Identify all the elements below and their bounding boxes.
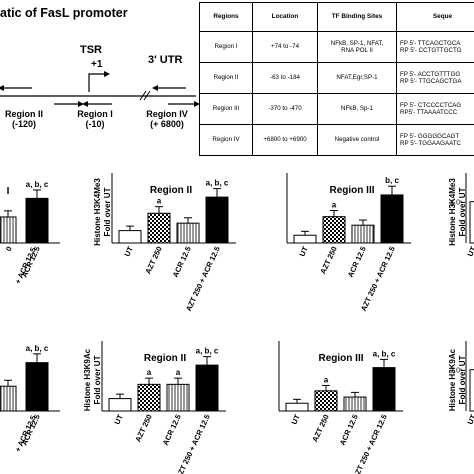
table-header: Seque — [396, 2, 474, 32]
primer-arrows — [4, 87, 194, 105]
tick-label: AZT 250 — [143, 245, 163, 275]
chart-bar — [285, 402, 309, 412]
table-cell: NFkB, SP-1, NFAT, RNA POL II — [317, 31, 397, 63]
chart-bar — [118, 230, 142, 244]
table-header: TF Binding Sites — [317, 2, 397, 32]
table-header-row: Regions Location TF Binding Sites Seque — [199, 2, 474, 32]
chart-title: Region III — [319, 353, 364, 364]
tsr-position: +1 — [91, 59, 103, 70]
table-row: Region IV +6800 to +6900 Negative contro… — [199, 124, 474, 156]
tick-label: ACR 12.5 — [161, 413, 183, 447]
chart-bar — [372, 367, 396, 412]
chart-title: Region III — [330, 185, 375, 196]
tick-label: ACR 12.5 — [346, 245, 368, 279]
chart-title: I — [7, 186, 10, 197]
axis-label: Fold over UT — [458, 355, 467, 404]
data-label: a — [176, 368, 181, 377]
chart-bar — [137, 383, 161, 412]
tick-label: 0 — [4, 245, 14, 253]
data-label: a — [157, 197, 162, 206]
chart-bar — [0, 216, 17, 244]
chart-bar — [205, 196, 229, 244]
tick-label: UT — [297, 245, 310, 258]
tick-label: AZT 250 — [133, 413, 153, 443]
chart-bar — [293, 234, 317, 244]
tsr-label: TSR — [80, 44, 102, 56]
tick-label: 1.0 — [450, 368, 460, 375]
table-cell: Region II — [199, 62, 253, 94]
tick-label: + ACR 12.5 — [13, 414, 38, 453]
table-cell: +6800 to +6900 — [252, 124, 318, 156]
tick-label: 1.0 — [450, 200, 460, 207]
tick-label: UT — [465, 413, 474, 426]
table-cell: NFkB, Sp-1 — [317, 93, 397, 125]
data-label: a, b, c — [206, 179, 229, 188]
tick-label: UT — [122, 245, 135, 258]
table-row: Region III -370 to -470 NFkB, Sp-1 FP 5'… — [199, 93, 474, 125]
region-label-ii: Region II (-120) — [5, 109, 43, 129]
chart-bar — [147, 212, 171, 244]
axis-label: Fold over UT — [103, 187, 112, 236]
tick-label: UT — [465, 245, 474, 258]
table-cell: -370 to -470 — [252, 93, 318, 125]
tick-label: ACR 12.5 — [338, 413, 360, 447]
tick-label: UT — [289, 413, 302, 426]
table-cell: Region I — [199, 31, 253, 63]
data-label: a, b, c — [196, 347, 219, 356]
table-cell: FP 5'- GGGGGCAGT RP 5'- TGGAAGAATC — [396, 124, 474, 156]
chart-bar — [195, 364, 219, 412]
chart-bar — [469, 201, 474, 244]
axis-label: Fold over UT — [458, 187, 467, 236]
axis-label: Histone H3K4Me3 — [93, 178, 102, 246]
promoter-schematic — [0, 71, 200, 107]
chart-bar — [176, 222, 200, 244]
table-header: Regions — [199, 2, 253, 32]
tick-label: AZT 250 — [310, 413, 330, 443]
chart-bar — [25, 197, 49, 244]
utr-label: 3' UTR — [148, 54, 183, 66]
data-label: a, b, c — [373, 349, 396, 358]
chart-bar — [25, 362, 49, 412]
tick-label: AZT 250 — [318, 245, 338, 275]
chart-bar — [108, 398, 132, 412]
axis-label: Histone H3K9Ac — [448, 348, 457, 411]
tick-label: UT — [112, 413, 125, 426]
data-label: a — [324, 375, 329, 384]
axis-label: Fold over UT — [93, 355, 102, 404]
chart-bar — [314, 390, 338, 412]
table-cell: FP 5'- ACCTGTTTGG RP 5'- TTGCAGCTGA — [396, 62, 474, 94]
chart-bar — [0, 385, 17, 412]
axis-label: Histone H3K4Me3 — [448, 178, 457, 246]
chart-bar — [469, 369, 474, 412]
tick-label: ACR 12.5 — [171, 245, 193, 279]
chart-title: Region II — [144, 353, 186, 364]
table-cell: FP 5'- TTCAGCTGCA RP 5'- CCTGTTGCTG — [396, 31, 474, 63]
region-label-i: Region I (-10) — [77, 109, 113, 129]
data-label: a — [147, 368, 152, 377]
tick-label: + ACR 12.5 — [13, 246, 38, 285]
data-label: b, c — [385, 176, 399, 185]
chart-bar — [343, 396, 367, 412]
schematic-title: atic of FasL promoter — [0, 6, 128, 20]
regions-table: Regions Location TF Binding Sites Seque … — [199, 2, 474, 156]
chart-bar — [166, 383, 190, 412]
table-row: Region II -63 to -184 NFAT,Egr,SP-1 FP 5… — [199, 62, 474, 94]
axis-label: Histone H3K9Ac — [83, 348, 92, 411]
tsr-arrow — [88, 73, 104, 92]
region-label-iv: Region IV (+ 6800) — [146, 109, 188, 129]
data-label: a, b, c — [26, 344, 49, 353]
chart-bar — [351, 224, 375, 244]
chart-bar — [322, 216, 346, 244]
table-cell: Negative control — [317, 124, 397, 156]
data-label: a — [332, 200, 337, 209]
data-label: a, b, c — [26, 180, 49, 189]
chart-title: Region II — [150, 185, 192, 196]
chart-bar — [380, 194, 404, 244]
table-header: Location — [252, 2, 318, 32]
